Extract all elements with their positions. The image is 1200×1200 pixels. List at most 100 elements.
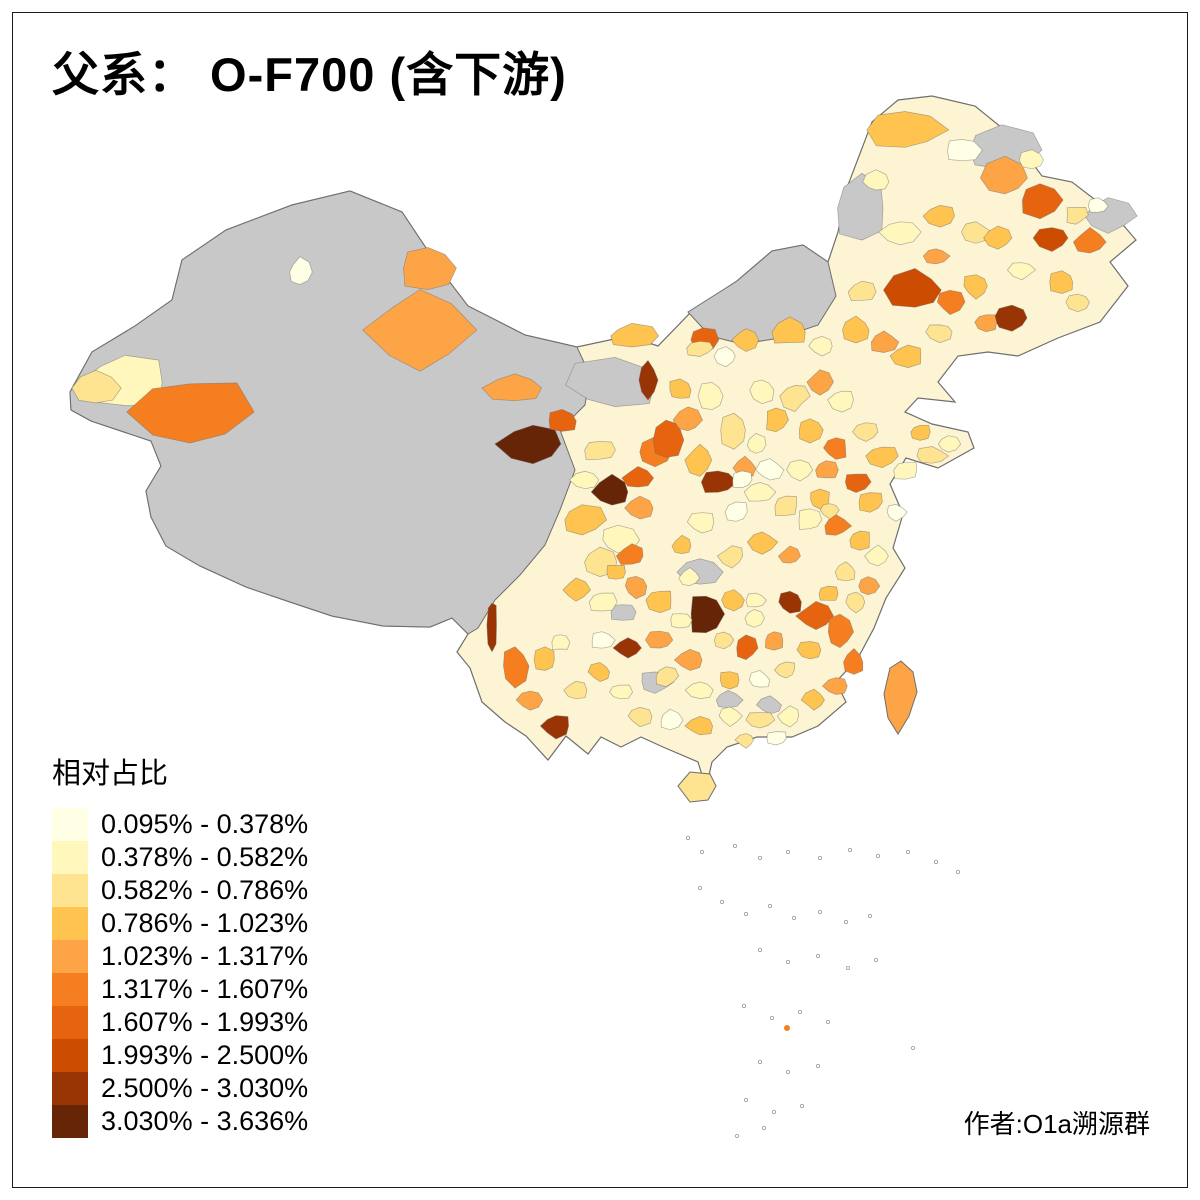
sea-island-speck	[876, 854, 881, 859]
prefecture-region	[827, 613, 854, 649]
prefecture-region	[615, 543, 644, 565]
prefecture-region	[755, 458, 785, 481]
no-data-region	[756, 695, 782, 715]
legend-item: 1.607% - 1.993%	[52, 1006, 308, 1039]
legend-item: 1.023% - 1.317%	[52, 940, 308, 973]
prefecture-region	[721, 589, 745, 612]
legend-swatch	[52, 841, 88, 874]
legend-swatch	[52, 973, 88, 1006]
prefecture-region	[644, 630, 674, 649]
prefecture-region	[806, 369, 834, 396]
prefecture-region	[776, 705, 799, 728]
prefecture-region	[827, 390, 854, 413]
prefecture-region	[1018, 149, 1044, 170]
prefecture-region	[684, 716, 713, 736]
legend-swatch	[52, 907, 88, 940]
legend-swatch	[52, 1039, 88, 1072]
prefecture-region	[779, 385, 811, 413]
sea-island-speck	[818, 856, 823, 861]
prefecture-region	[798, 418, 824, 444]
sea-island-speck	[686, 836, 691, 841]
sea-island-speck	[744, 912, 749, 917]
prefecture-region	[818, 585, 839, 601]
prefecture-region	[612, 637, 642, 659]
prefecture-region	[925, 324, 953, 344]
prefecture-region	[481, 373, 543, 402]
no-data-region	[565, 357, 655, 407]
prefecture-region	[849, 530, 870, 551]
sea-island-speck	[770, 1016, 775, 1021]
prefecture-region	[588, 592, 618, 612]
prefecture-region	[403, 247, 457, 290]
prefecture-region	[786, 459, 814, 482]
legend-item: 1.317% - 1.607%	[52, 973, 308, 1006]
prefecture-region	[621, 466, 655, 488]
sea-island-speck	[848, 848, 853, 853]
prefecture-region	[936, 289, 966, 316]
sea-island-data-speck	[784, 1025, 790, 1031]
prefecture-region	[564, 504, 608, 536]
prefecture-region	[979, 155, 1028, 195]
prefecture-region	[842, 315, 870, 344]
prefecture-region	[824, 514, 853, 536]
prefecture-region	[845, 591, 866, 614]
legend-label: 0.582% - 0.786%	[101, 875, 309, 905]
prefecture-region	[624, 495, 654, 520]
prefecture-region	[866, 111, 950, 148]
sea-island-speck	[906, 850, 911, 855]
legend-item: 3.030% - 3.636%	[52, 1105, 308, 1138]
no-data-region	[715, 690, 744, 709]
prefecture-region	[743, 482, 777, 502]
prefecture-region	[609, 684, 633, 700]
prefecture-region	[655, 666, 680, 688]
prefecture-region	[843, 647, 864, 675]
prefecture-region	[563, 680, 588, 700]
legend-item: 1.993% - 2.500%	[52, 1039, 308, 1072]
prefecture-region	[878, 221, 922, 246]
prefecture-region	[590, 473, 629, 506]
legend-item: 2.500% - 3.030%	[52, 1072, 308, 1105]
legend-label: 2.500% - 3.030%	[101, 1073, 309, 1103]
prefecture-region	[1022, 183, 1064, 220]
prefecture-region	[858, 576, 881, 595]
prefecture-region	[591, 631, 616, 649]
prefecture-region	[515, 690, 544, 711]
prefecture-region	[883, 268, 942, 308]
prefecture-region	[716, 545, 744, 569]
legend-label: 1.317% - 1.607%	[101, 974, 309, 1004]
prefecture-region	[796, 641, 822, 660]
sea-island-speck	[772, 1110, 777, 1115]
legend-item: 0.786% - 1.023%	[52, 907, 308, 940]
hainan-island	[677, 771, 717, 803]
prefecture-region	[562, 577, 592, 602]
prefecture-region	[963, 274, 988, 300]
prefecture-region	[638, 359, 659, 401]
prefecture-region	[684, 681, 714, 699]
legend-item: 0.378% - 0.582%	[52, 841, 308, 874]
legend-swatch	[52, 1006, 88, 1039]
prefecture-region	[1049, 270, 1074, 294]
prefecture-region	[486, 602, 497, 653]
sea-island-speck	[758, 948, 763, 953]
prefecture-region	[697, 382, 724, 411]
no-data-region-west	[69, 190, 591, 635]
legend-item: 0.582% - 0.786%	[52, 874, 308, 907]
sea-island-speck	[874, 958, 879, 963]
prefecture-region	[568, 470, 600, 490]
prefecture-region	[983, 225, 1013, 250]
prefecture-region	[748, 670, 771, 688]
prefecture-region	[1006, 262, 1037, 281]
prefecture-region	[718, 706, 743, 727]
prefecture-region	[774, 495, 797, 516]
prefecture-region	[71, 369, 122, 404]
sea-island-speck	[700, 850, 705, 855]
prefecture-region	[1065, 293, 1090, 313]
prefecture-region	[551, 634, 571, 650]
sea-island-speck	[762, 1126, 767, 1131]
prefecture-region	[823, 437, 847, 460]
sea-island-speck	[818, 910, 823, 915]
prefecture-region	[362, 289, 478, 372]
prefecture-region	[746, 432, 767, 454]
prefecture-region	[669, 378, 692, 399]
sea-island-speck	[720, 900, 725, 905]
